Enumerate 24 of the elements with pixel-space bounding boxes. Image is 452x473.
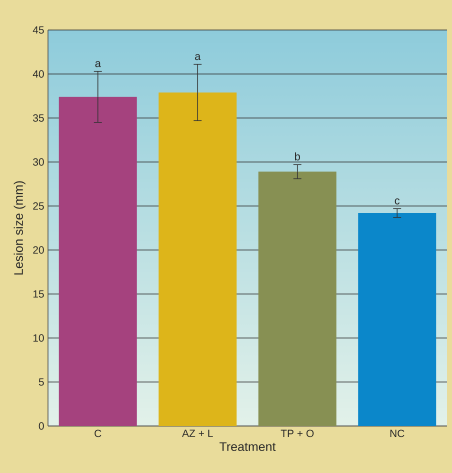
x-tick-label: AZ + L [182,430,213,437]
annotation: a [195,54,201,60]
y-tick-label: 0 [38,422,44,430]
annotation: c [394,198,400,204]
x-axis-title: Treatment [220,442,276,452]
y-tick-label: 40 [32,70,44,78]
x-tick-label: NC [390,430,404,438]
bar [158,92,237,426]
x-tick-label: TP + O [280,430,314,438]
y-tick-label: 15 [33,290,44,298]
y-tick-label: 35 [33,114,44,122]
y-tick-label: 25 [33,202,44,210]
y-tick-label: 45 [32,26,44,34]
bar [58,96,137,426]
bar [358,213,436,426]
annotation: a [95,61,101,68]
annotation: b [295,152,300,160]
bar [258,172,336,426]
y-tick-label: 5 [38,378,44,386]
y-tick-label: 30 [33,158,44,166]
y-tick-label: 20 [33,246,44,254]
y-tick-label: 10 [33,334,44,342]
x-tick-label: C [94,430,102,438]
y-axis-title: Lesion size (mm) [14,181,26,275]
